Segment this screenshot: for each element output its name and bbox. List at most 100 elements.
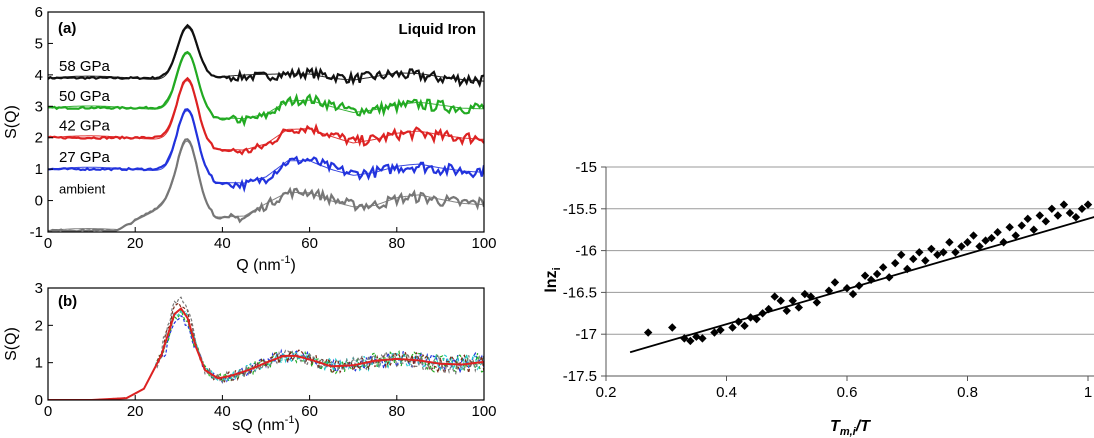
- data-point: [716, 325, 725, 335]
- data-point: [764, 304, 773, 314]
- panel-c-xtick-label: 1: [1084, 384, 1092, 401]
- data-point: [915, 248, 924, 257]
- panel-a-ytick-label: 6: [35, 4, 43, 21]
- data-point: [680, 334, 689, 343]
- panel-b-fit-line: [48, 307, 484, 400]
- panel-a-xlabel: Q (nm-1): [236, 254, 296, 274]
- panel-c-ytick-label: -16.5: [563, 284, 597, 301]
- panel-b-ylabel: S(Q): [3, 327, 20, 361]
- series-data-line: [48, 50, 484, 128]
- panel-c-ytick-label: -15.5: [563, 201, 597, 218]
- series-label: 50 GPa: [59, 88, 111, 105]
- data-point: [842, 284, 852, 293]
- panel-a-ytick-label: 5: [35, 35, 43, 52]
- panel-c-ylabel: lnzi: [543, 267, 563, 292]
- panel-b-noisy-series: [48, 308, 484, 400]
- data-point: [884, 273, 894, 282]
- data-point: [830, 278, 840, 287]
- data-point: [643, 328, 653, 337]
- panel-b: 0 20 40 60 80 100 0 1 2 3 (b) S(Q) sQ (nm-1): [3, 280, 497, 434]
- data-point: [800, 289, 810, 299]
- data-point: [891, 258, 900, 268]
- data-point: [975, 242, 984, 251]
- series-fit-line: [48, 52, 484, 120]
- data-point: [1035, 211, 1044, 220]
- panel-b-ytick-label: 0: [35, 392, 43, 409]
- panel-a-ytick-label: 2: [35, 130, 43, 147]
- panel-a-xtick-label: 0: [44, 235, 52, 252]
- panel-a-xtick-label: 60: [301, 235, 318, 252]
- data-point: [794, 303, 803, 312]
- data-point: [927, 244, 936, 254]
- data-point: [933, 250, 942, 259]
- data-point: [1083, 200, 1093, 209]
- panel-b-xtick-label: 80: [388, 403, 405, 420]
- panel-a-xtick-label: 80: [388, 235, 405, 252]
- data-point: [957, 242, 966, 251]
- panel-a-ytick-label: 0: [35, 193, 43, 210]
- data-point: [746, 313, 755, 322]
- panel-b-ytick-label: 3: [35, 280, 43, 297]
- data-point: [758, 309, 767, 318]
- data-point: [1029, 225, 1038, 234]
- panel-a-ytick-label: 4: [35, 67, 43, 84]
- series-data-line: [48, 23, 484, 89]
- panel-c-xtick-label: 0.4: [716, 384, 737, 401]
- panel-a-title: Liquid Iron: [399, 21, 476, 38]
- series-label: 58 GPa: [59, 58, 111, 75]
- data-point: [1041, 217, 1051, 226]
- panel-b-ytick-label: 2: [35, 317, 43, 334]
- data-point: [945, 238, 954, 247]
- panel-b-xtick-label: 60: [301, 403, 318, 420]
- data-point: [752, 314, 761, 324]
- panel-a-ytick-label: 3: [35, 98, 43, 115]
- data-point: [1059, 200, 1069, 209]
- panel-a-frame: [47, 11, 485, 233]
- data-point: [710, 328, 719, 337]
- data-point: [740, 321, 749, 331]
- data-point: [939, 248, 948, 257]
- panel-b-xtick-label: 20: [127, 403, 144, 420]
- panel-b-xtick-label: 0: [44, 403, 52, 420]
- panel-a-ytick-label: 1: [35, 161, 43, 178]
- data-point: [1053, 211, 1063, 220]
- panel-c-fit-line: [629, 216, 1094, 354]
- data-point: [1005, 222, 1014, 232]
- data-point: [728, 323, 737, 332]
- series-label: 42 GPa: [59, 118, 111, 135]
- panel-c-xtick-label: 0.6: [837, 384, 858, 401]
- panel-c-ytick-label: -16: [575, 243, 597, 260]
- data-point: [921, 256, 930, 265]
- data-point: [969, 231, 978, 240]
- data-point: [1047, 204, 1057, 213]
- data-point: [686, 336, 695, 346]
- data-point: [963, 238, 972, 247]
- data-point: [993, 228, 1002, 237]
- data-point: [812, 298, 822, 307]
- panel-b-xlabel: sQ (nm-1): [232, 414, 300, 434]
- data-point: [848, 289, 858, 299]
- panel-c-xlabel: Tm,i/T: [830, 418, 871, 438]
- data-point: [770, 292, 779, 301]
- data-point: [824, 286, 834, 295]
- panel-a-ylabel: S(Q): [3, 105, 20, 139]
- data-point: [788, 296, 797, 305]
- panel-a-xtick-label: 40: [214, 235, 231, 252]
- data-point: [909, 254, 918, 264]
- data-point: [987, 233, 996, 243]
- data-point: [734, 317, 743, 326]
- panel-c-xtick-label: 0.8: [957, 384, 978, 401]
- series-50-gpa: [48, 50, 484, 128]
- data-point: [866, 275, 876, 285]
- data-point: [981, 236, 990, 245]
- data-point: [897, 250, 906, 259]
- data-point: [1023, 214, 1032, 224]
- data-point: [903, 264, 912, 274]
- panel-b-noisy-series: [48, 302, 484, 400]
- data-point: [782, 306, 791, 315]
- panel-c-ytick-label: -15: [575, 159, 597, 176]
- data-point: [668, 323, 677, 332]
- panel-c: -15 -15.5 -16 -16.5 -17 -17.50.2 0.4 0.6 0.8 1 ln…: [543, 159, 1094, 438]
- data-point: [776, 296, 785, 305]
